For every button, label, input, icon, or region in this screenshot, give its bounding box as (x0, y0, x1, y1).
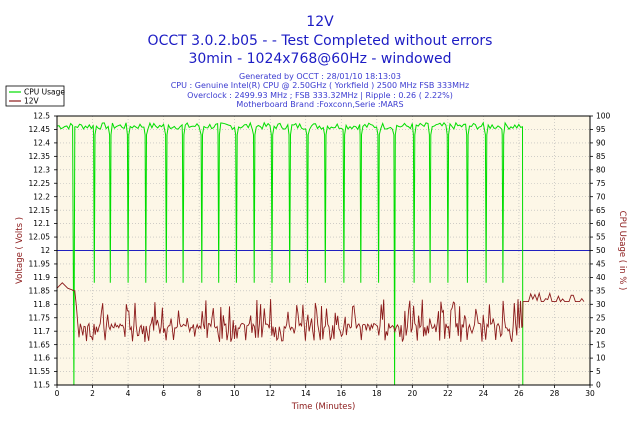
y-left-tick-label: 12.4 (33, 139, 50, 148)
info-motherboard: Motherboard Brand :Foxconn,Serie :MARS (236, 100, 404, 109)
y-right-tick-label: 5 (596, 367, 601, 376)
y-right-tick-label: 70 (596, 192, 606, 201)
x-tick-label: 12 (265, 389, 275, 398)
y-left-tick-label: 12.25 (29, 179, 51, 188)
x-tick-label: 30 (585, 389, 595, 398)
y-right-tick-label: 95 (596, 125, 606, 134)
chart-subtitle: OCCT 3.0.2.b05 - - Test Completed withou… (147, 33, 493, 49)
legend-cpu-label: CPU Usage (24, 88, 65, 97)
info-generated: Generated by OCCT : 28/01/10 18:13:03 (239, 72, 401, 81)
x-tick-label: 20 (408, 389, 418, 398)
y-right-tick-label: 85 (596, 152, 606, 161)
cpu-usage-line (56, 121, 590, 386)
x-axis-label: Time (Minutes) (291, 402, 356, 412)
x-tick-label: 4 (126, 389, 131, 398)
x-tick-label: 28 (550, 389, 560, 398)
y-left-tick-label: 11.8 (33, 300, 50, 309)
y-left-tick-label: 11.65 (29, 340, 51, 349)
x-tick-label: 0 (55, 389, 60, 398)
y-left-tick-label: 12 (40, 246, 50, 255)
y-left-tick-label: 12.5 (33, 112, 50, 121)
x-tick-label: 18 (372, 389, 382, 398)
y-right-tick-label: 40 (596, 273, 606, 282)
x-tick-label: 8 (197, 389, 202, 398)
y-right-tick-label: 35 (596, 286, 606, 295)
y-left-tick-label: 11.75 (29, 313, 51, 322)
y-left-tick-label: 12.1 (33, 219, 50, 228)
y-right-tick-label: 30 (596, 300, 606, 309)
y-right-tick-label: 75 (596, 179, 606, 188)
y-left-tick-label: 12.35 (29, 152, 51, 161)
y-right-axis-label: CPU Usage ( in % ) (617, 211, 627, 291)
y-right-tick-label: 10 (596, 354, 606, 363)
x-tick-label: 2 (90, 389, 95, 398)
y-left-tick-label: 11.95 (29, 260, 51, 269)
x-tick-label: 6 (161, 389, 166, 398)
y-right-tick-label: 25 (596, 313, 606, 322)
y-left-tick-label: 11.85 (29, 286, 51, 295)
y-left-tick-label: 12.45 (29, 125, 51, 134)
y-right-tick-label: 15 (596, 340, 606, 349)
y-right-tick-label: 50 (596, 246, 606, 255)
y-left-tick-label: 11.7 (33, 327, 50, 336)
y-left-tick-label: 11.9 (33, 273, 50, 282)
x-tick-label: 26 (514, 389, 524, 398)
y-right-tick-label: 60 (596, 219, 606, 228)
y-left-tick-label: 12.15 (29, 206, 51, 215)
y-left-tick-label: 11.55 (29, 367, 51, 376)
voltage-12v-line (56, 282, 585, 343)
y-left-tick-label: 12.05 (29, 233, 51, 242)
y-right-tick-label: 0 (596, 381, 601, 390)
x-tick-label: 22 (443, 389, 453, 398)
y-left-tick-label: 11.5 (33, 381, 50, 390)
y-right-tick-label: 90 (596, 139, 606, 148)
y-left-tick-label: 12.3 (33, 165, 50, 174)
info-cpu: CPU : Genuine Intel(R) CPU @ 2.50GHz ( Y… (170, 81, 470, 90)
y-right-tick-label: 65 (596, 206, 606, 215)
y-left-tick-label: 12.2 (33, 192, 50, 201)
chart-subtitle-2: 30min - 1024x768@60Hz - windowed (188, 51, 452, 67)
x-tick-label: 10 (230, 389, 240, 398)
x-tick-label: 14 (301, 389, 311, 398)
chart-title: 12V (306, 14, 334, 30)
y-right-tick-label: 20 (596, 327, 606, 336)
x-tick-label: 16 (336, 389, 346, 398)
y-right-tick-label: 55 (596, 233, 606, 242)
legend-12v-label: 12V (24, 97, 40, 106)
y-right-tick-label: 100 (596, 112, 611, 121)
y-left-tick-label: 11.6 (33, 354, 50, 363)
x-tick-label: 24 (479, 389, 489, 398)
y-right-tick-label: 45 (596, 260, 606, 269)
y-left-axis-label: Voltage ( Volts ) (15, 217, 25, 284)
y-right-tick-label: 80 (596, 165, 606, 174)
info-overclock: Overclock : 2499.93 MHz ; FSB 333.32MHz … (187, 90, 453, 100)
